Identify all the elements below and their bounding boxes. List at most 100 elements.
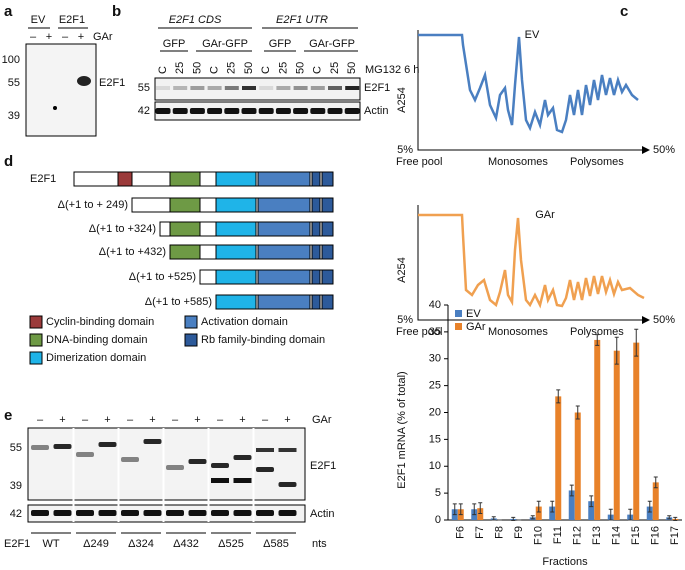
legend-swatch [29, 351, 43, 365]
marker: 42 [10, 508, 22, 520]
lane-label: 25 [226, 62, 238, 74]
domain [321, 269, 334, 285]
bar [613, 350, 620, 520]
error-bar [452, 503, 457, 516]
y-tick-label: 10 [429, 460, 441, 472]
treatment: GAr [93, 31, 113, 43]
legend-label: EV [466, 308, 481, 320]
error-bar [478, 502, 483, 515]
band [31, 510, 49, 516]
error-bar [608, 508, 613, 521]
error-bar [472, 503, 477, 516]
band-label: E2F1 [310, 460, 336, 472]
bar [535, 506, 542, 520]
band [143, 439, 162, 444]
lane-label: – [37, 414, 44, 426]
band [188, 510, 207, 516]
band [76, 452, 94, 457]
bar [646, 506, 653, 520]
domain [257, 197, 311, 213]
lane-label: – [82, 414, 89, 426]
band [310, 86, 325, 90]
band [258, 108, 274, 114]
band [207, 86, 222, 90]
region: Polysomes [570, 156, 624, 168]
y-axis-label: E2F1 mRNA (% of total) [396, 371, 408, 488]
lane-label: 50 [191, 62, 203, 74]
legend-label: DNA-binding domain [46, 334, 148, 346]
y-tick-label: 5 [435, 487, 441, 499]
treatment: MG132 6 h [365, 64, 419, 76]
band [278, 448, 297, 452]
marker: 55 [138, 82, 150, 94]
domain [215, 197, 257, 213]
region: Monosomes [488, 156, 548, 168]
construct-label: Δ(+1 to +525) [129, 271, 196, 283]
panel-label: c [620, 3, 628, 20]
bar [549, 506, 556, 520]
construct-label: Δ(+1 to +324) [89, 223, 156, 235]
band [76, 510, 94, 516]
marker: 55 [8, 77, 20, 89]
band [172, 108, 188, 114]
construct-label: E2F1 [30, 173, 56, 185]
bar [574, 412, 581, 520]
legend-label: Cyclin-binding domain [46, 316, 154, 328]
band [224, 86, 239, 90]
axis-end: 50% [653, 144, 675, 156]
x-tick-label: F12 [572, 526, 584, 545]
lane-label: 25 [329, 62, 341, 74]
bar [568, 490, 575, 520]
lane-label: + [149, 414, 155, 426]
construct-label: Δ324 [128, 538, 154, 550]
y-tick-label: 15 [429, 433, 441, 445]
domain [117, 171, 133, 187]
band [31, 445, 49, 450]
band [256, 510, 274, 516]
domain [257, 244, 311, 260]
bar [555, 396, 562, 520]
construct-label: Δ525 [218, 538, 244, 550]
domain [321, 244, 334, 260]
lane-label: 50 [295, 62, 307, 74]
x-tick-label: F11 [552, 526, 564, 544]
group-label: GAr-GFP [202, 38, 248, 50]
legend-swatch [29, 333, 43, 347]
legend-swatch [29, 315, 43, 329]
error-bar [458, 503, 463, 516]
domain [169, 197, 201, 213]
arrow [642, 146, 650, 154]
construct: E2F1 UTR [276, 14, 328, 26]
domain [257, 269, 311, 285]
construct-label: Δ(+1 to +585) [145, 296, 212, 308]
lane-label: + [78, 31, 84, 43]
marker: 100 [2, 54, 20, 66]
error-bar [556, 389, 561, 404]
blot [27, 427, 306, 501]
x-axis-label: Fractions [542, 556, 588, 568]
spot [53, 106, 57, 110]
band-label: Actin [364, 105, 388, 117]
legend-swatch [184, 315, 198, 329]
lane-label: – [172, 414, 179, 426]
band [211, 478, 229, 483]
band-label: E2F1 [364, 82, 390, 94]
lane-label: + [194, 414, 200, 426]
y-tick-label: 0 [435, 514, 441, 526]
y-tick-label: 20 [429, 406, 441, 418]
axis-label: A254 [396, 257, 408, 283]
construct-label: WT [42, 538, 59, 550]
arrow [642, 316, 650, 324]
blot [25, 43, 97, 137]
error-bar [628, 508, 633, 521]
error-bar [536, 500, 541, 513]
band [121, 457, 139, 462]
x-tick-label: F13 [591, 526, 603, 545]
band [241, 108, 257, 114]
domain [321, 294, 334, 310]
legend-label: Activation domain [201, 316, 288, 328]
construct-label: Δ(+1 to +432) [99, 246, 166, 258]
error-bar [595, 334, 600, 346]
axis-start: 5% [397, 314, 413, 326]
band [278, 482, 297, 487]
